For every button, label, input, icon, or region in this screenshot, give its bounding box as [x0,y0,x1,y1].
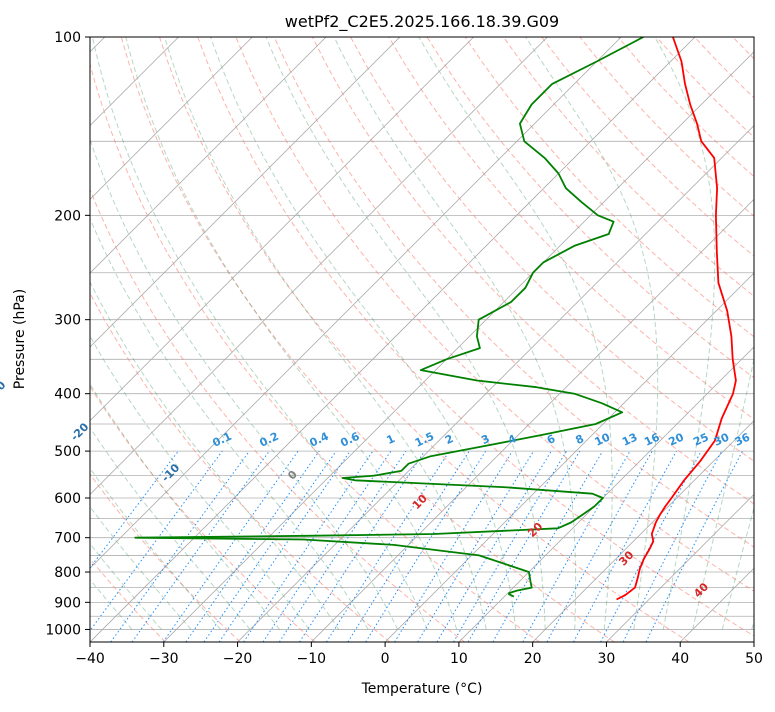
dry-adiabat-label: -30 [0,378,9,401]
x-tick-label: −10 [297,651,327,667]
y-tick-label: 400 [54,387,81,403]
x-tick-label: 30 [598,651,616,667]
x-tick-label: 0 [381,651,390,667]
moist-adiabat-line [752,37,775,629]
isotherm-line [754,37,775,642]
y-tick-label: 200 [54,208,81,224]
y-axis-title: Pressure (hPa) [12,289,28,389]
chart-title: wetPf2_C2E5.2025.166.18.39.G09 [285,12,559,32]
x-tick-label: 50 [745,651,763,667]
y-tick-label: 1000 [45,622,81,638]
dry-adiabat-label: -20 [68,420,91,443]
y-tick-label: 700 [54,531,81,547]
y-tick-label: 600 [54,491,81,507]
x-tick-label: −20 [223,651,253,667]
y-tick-label: 100 [54,30,81,46]
y-tick-label: 800 [54,565,81,581]
x-tick-label: −30 [149,651,179,667]
y-tick-label: 300 [54,313,81,329]
dry-adiabat-line [771,37,775,642]
y-tick-label: 500 [54,444,81,460]
x-axis-title: Temperature (°C) [361,681,483,697]
x-tick-label: 20 [524,651,542,667]
x-tick-label: −40 [75,651,105,667]
x-tick-label: 40 [671,651,689,667]
x-tick-label: 10 [450,651,468,667]
y-tick-label: 900 [54,595,81,611]
